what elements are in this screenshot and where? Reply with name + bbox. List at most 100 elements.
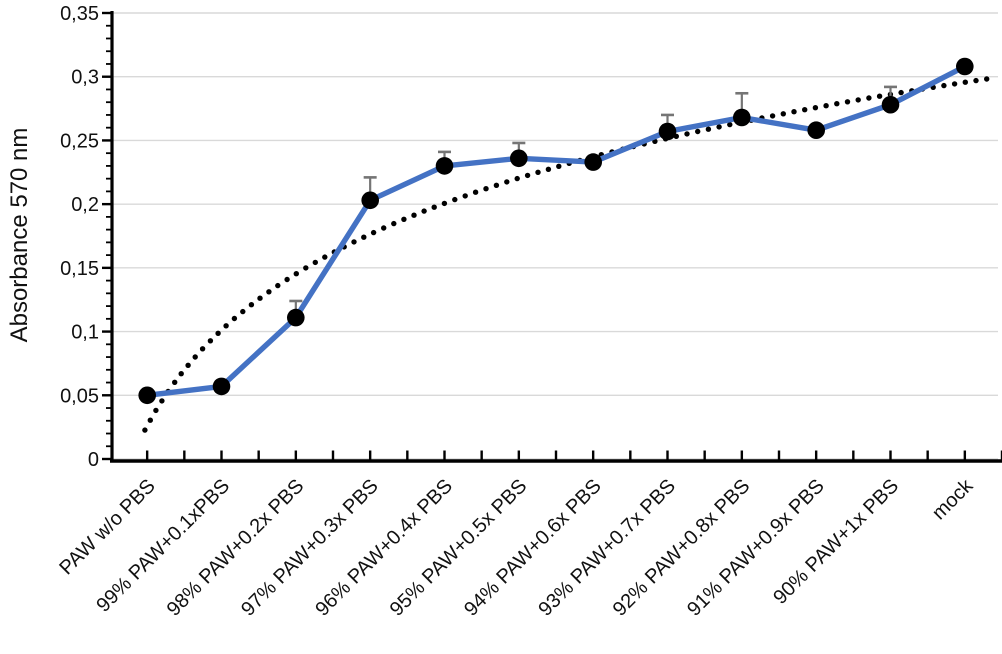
trend-dot [411, 212, 417, 218]
trend-dot [284, 276, 290, 283]
trend-dot [791, 109, 797, 115]
y-tick-label: 0 [88, 449, 99, 471]
trend-dot [370, 229, 377, 236]
y-tick-label: 0,05 [60, 385, 99, 407]
trendline-dotted [142, 76, 990, 433]
series-line [144, 63, 968, 398]
x-category-label: 99% PAW+0.1xPBS [92, 475, 234, 617]
trend-dot [192, 354, 198, 360]
x-category-label: 95% PAW+0.5x PBS [386, 475, 532, 621]
y-tick-label: 0,35 [60, 3, 99, 25]
trend-dot [421, 208, 427, 214]
data-point-marker [361, 191, 380, 210]
data-point-marker [510, 149, 528, 168]
trend-dot [462, 193, 468, 199]
data-point-marker [287, 308, 305, 327]
trend-dot [381, 225, 387, 231]
data-point-marker [956, 57, 974, 76]
trend-dot [684, 131, 690, 137]
y-axis-ticks [102, 11, 111, 461]
trend-dot [545, 166, 552, 172]
trend-dot [207, 338, 214, 344]
y-tick-label: 0,2 [71, 194, 99, 216]
trend-dot [962, 79, 968, 85]
trend-dot [153, 407, 159, 414]
data-point-marker [807, 121, 825, 139]
y-axis-tick-labels: 0 0,05 0,1 0,15 0,2 0,25 0,3 0,35 [60, 3, 99, 471]
trend-dot [834, 101, 840, 107]
trend-dot [431, 204, 437, 210]
trend-dot [452, 196, 458, 203]
trend-dot [215, 330, 221, 336]
trend-dot [401, 216, 407, 222]
x-category-label: 98% PAW+0.2x PBS [163, 475, 309, 621]
trend-dot [351, 239, 357, 245]
trend-dot [172, 379, 178, 385]
trend-dot [866, 95, 872, 101]
trend-dot [248, 302, 255, 308]
trend-dot [493, 182, 500, 188]
trend-dot [257, 295, 263, 301]
trend-dot [199, 346, 206, 352]
trend-dot [855, 97, 861, 103]
trend-dot [556, 163, 562, 169]
x-axis-ticks [145, 450, 1002, 460]
axes [110, 11, 1002, 463]
trend-dot [705, 126, 712, 132]
data-series-line [144, 63, 968, 398]
trend-dot [142, 427, 148, 433]
data-point-marker [658, 122, 677, 141]
y-axis-title: Absorbance 570 nm [6, 128, 33, 343]
trend-dot [240, 308, 246, 315]
trend-dot [147, 417, 153, 423]
x-category-label: 91% PAW+0.9x PBS [683, 475, 829, 621]
x-category-label: mock [928, 474, 978, 524]
x-category-label: 92% PAW+0.8x PBS [609, 475, 755, 621]
trend-dot [823, 103, 829, 109]
trend-dot [951, 81, 958, 87]
trend-dot [973, 77, 979, 84]
trend-dot [535, 169, 541, 175]
trend-dot [984, 76, 990, 82]
data-point-marker [212, 377, 231, 396]
gridlines [110, 12, 998, 460]
x-category-label: 97% PAW+0.3x PBS [237, 475, 383, 621]
y-tick-label: 0,1 [71, 322, 99, 344]
trend-dot [769, 113, 776, 119]
y-tick-label: 0,15 [60, 258, 99, 280]
x-category-label: 90% PAW+1x PBS [769, 475, 903, 609]
x-category-label: 96% PAW+0.4x PBS [311, 475, 457, 621]
trend-dot [716, 124, 722, 130]
trend-dot [504, 179, 510, 185]
y-tick-label: 0,3 [71, 67, 99, 89]
x-category-label: 93% PAW+0.7x PBS [534, 475, 680, 621]
trend-dot [780, 111, 786, 117]
trend-dot [223, 323, 229, 329]
trend-dot [524, 172, 531, 179]
data-point-marker [435, 157, 454, 175]
x-category-label: 94% PAW+0.6x PBS [460, 475, 606, 621]
trend-dot [472, 189, 479, 195]
data-point-marker [881, 95, 900, 114]
trend-dot [159, 398, 165, 404]
trend-dot [441, 200, 448, 207]
data-point-marker [733, 108, 751, 127]
trend-dot [312, 259, 318, 266]
trend-dot [361, 234, 367, 240]
trend-dot [727, 121, 733, 128]
trend-dot [178, 371, 184, 377]
trend-dot [812, 105, 819, 111]
trend-dot [266, 289, 272, 295]
data-point-marker [584, 153, 602, 171]
data-point-marker [138, 386, 156, 405]
trend-dot [275, 282, 281, 289]
trend-dot [876, 93, 883, 99]
data-point-markers [138, 57, 974, 405]
trend-dot [483, 186, 489, 192]
trend-dot [941, 82, 947, 89]
error-bars [289, 85, 897, 318]
trend-dot [303, 265, 309, 271]
trend-dot [898, 89, 904, 96]
